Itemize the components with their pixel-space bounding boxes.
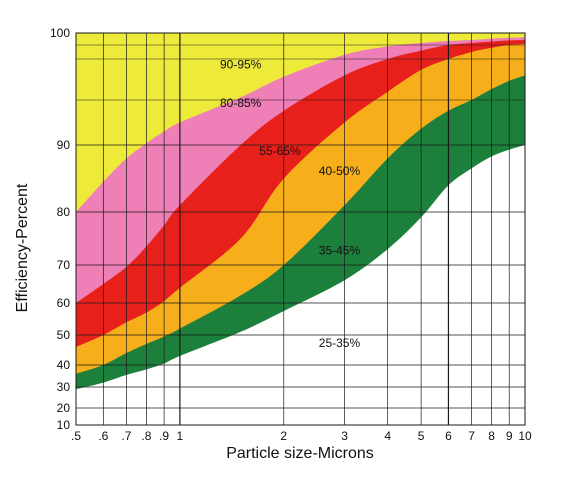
band-label: 80-85% [220, 96, 262, 110]
band-label: 40-50% [319, 164, 361, 178]
y-tick-label: 30 [57, 380, 71, 394]
x-axis-title: Particle size-Microns [226, 445, 374, 462]
x-tick-label: .6 [98, 429, 108, 443]
y-tick-label: 80 [57, 205, 71, 219]
x-tick-label: 7 [468, 429, 475, 443]
band-label: 25-35% [319, 336, 361, 350]
y-tick-label: 50 [57, 328, 71, 342]
band-labels: 90-95% 80-85% 55-65% 40-50% 35-45% 25-35% [220, 58, 360, 350]
y-tick-label: 70 [57, 258, 71, 272]
x-tick-label: 3 [341, 429, 348, 443]
band-label: 90-95% [220, 58, 262, 72]
x-tick-label: 8 [488, 429, 495, 443]
x-tick-label: .5 [71, 429, 81, 443]
x-tick-label: 2 [280, 429, 287, 443]
x-axis-ticks: .5 .6 .7 .8 .9 1 2 3 4 5 6 7 8 9 10 [71, 429, 532, 443]
band-label: 35-45% [319, 243, 361, 257]
efficiency-bands [76, 37, 525, 426]
y-axis-ticks: 10 20 30 40 50 60 70 80 90 100 [50, 26, 70, 432]
x-tick-label: 10 [518, 429, 532, 443]
x-tick-label: 9 [506, 429, 513, 443]
y-tick-label: 40 [57, 358, 71, 372]
y-axis-title: Efficiency-Percent [14, 183, 31, 312]
x-tick-label: 6 [445, 429, 452, 443]
grid-lines [75, 32, 526, 426]
y-tick-label: 10 [57, 418, 71, 432]
x-tick-label: .7 [121, 429, 131, 443]
plot-frame [75, 32, 526, 426]
y-tick-label: 20 [57, 401, 71, 415]
x-tick-label: 4 [384, 429, 391, 443]
y-tick-label: 90 [57, 138, 71, 152]
x-tick-label: 5 [418, 429, 425, 443]
band-fill-lowest [76, 145, 525, 425]
x-tick-label: .9 [159, 429, 169, 443]
x-tick-label: .8 [141, 429, 151, 443]
y-tick-label: 100 [50, 26, 70, 40]
band-label: 55-65% [259, 144, 301, 158]
x-tick-label: 1 [177, 429, 184, 443]
y-tick-label: 60 [57, 296, 71, 310]
